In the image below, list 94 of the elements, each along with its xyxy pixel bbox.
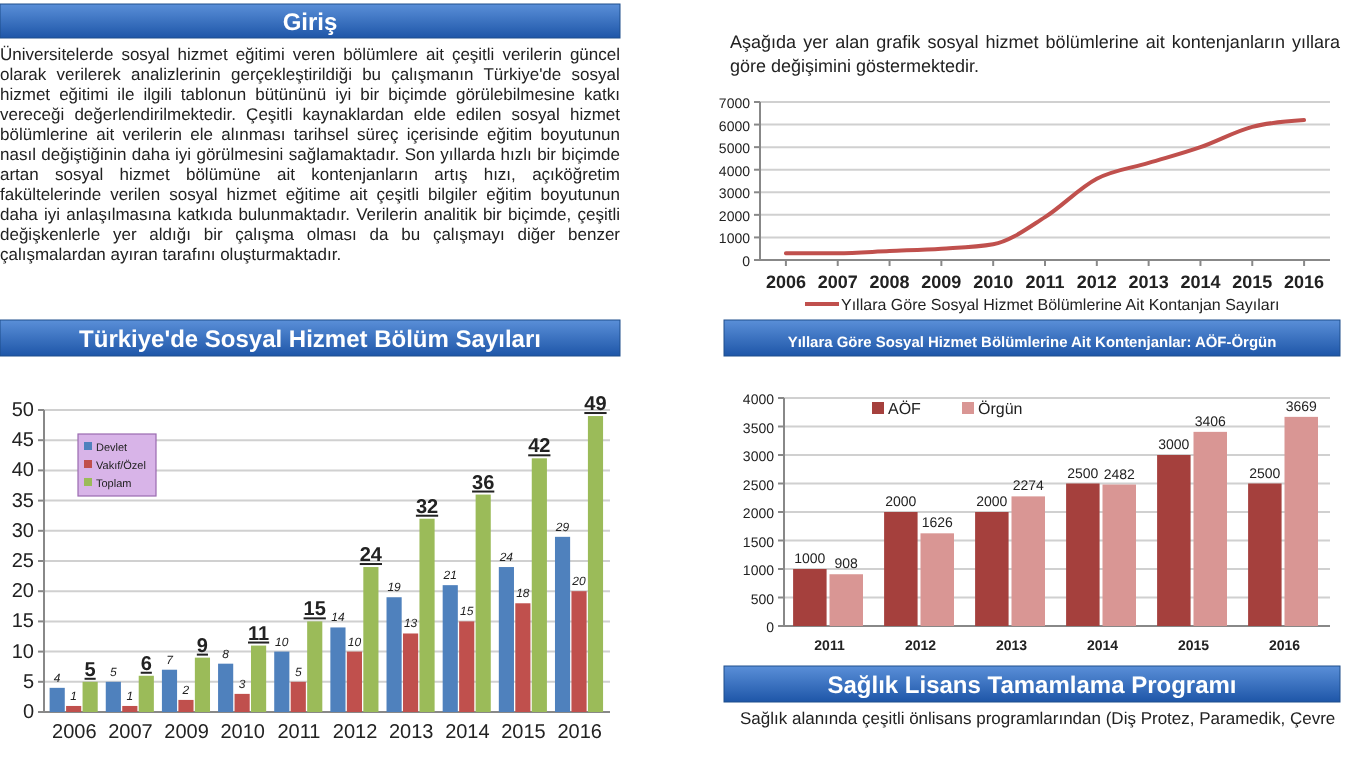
bar <box>1157 455 1191 626</box>
bar <box>587 416 604 712</box>
data-label: 32 <box>415 496 440 519</box>
y-tick-label: 15 <box>11 611 35 634</box>
text: Giriş <box>282 8 338 36</box>
x-tick-label: 2016 <box>1284 272 1325 292</box>
bar <box>419 518 435 712</box>
x-tick-label: 2007 <box>108 722 154 744</box>
bar <box>138 675 154 712</box>
bar <box>975 512 1009 626</box>
bar <box>571 591 587 712</box>
x-tick-label: 2009 <box>921 272 962 292</box>
bar <box>531 458 547 712</box>
bar <box>330 627 346 712</box>
x-tick-label: 2016 <box>557 722 603 744</box>
y-tick-label: 50 <box>11 400 35 422</box>
bar <box>1284 416 1318 626</box>
bar <box>290 681 306 712</box>
y-tick-label: 5 <box>22 671 35 694</box>
bar <box>554 536 571 712</box>
text: Sağlık Lisans Tamamlama Programı <box>827 671 1237 699</box>
y-tick-label: 30 <box>11 520 35 543</box>
bar <box>178 699 194 712</box>
bar <box>829 574 863 626</box>
bar <box>161 669 178 712</box>
bar <box>82 681 98 712</box>
bar <box>251 645 267 712</box>
x-tick-label: 2007 <box>817 272 858 292</box>
bar <box>498 567 514 712</box>
legend-label: Yıllara Göre Sosyal Hizmet Bölümlerine Ait Kontanjan Sayıları <box>841 296 1280 314</box>
y-tick-label: 35 <box>11 490 35 513</box>
bar <box>884 512 918 626</box>
legend-label: AÖF <box>888 400 922 418</box>
x-tick-label: 2012 <box>332 722 379 744</box>
legend-label: Örgün <box>978 400 1023 418</box>
bar <box>402 633 419 712</box>
bar <box>122 705 138 712</box>
data-label: 24 <box>359 545 383 568</box>
bar <box>218 663 234 712</box>
line-series <box>783 118 1307 256</box>
data-label: 36 <box>472 472 496 495</box>
x-tick-label: 2010 <box>220 722 266 744</box>
data-label: 9 <box>196 635 209 658</box>
text: Sağlık alanında çeşitli önlisans programlarından (Diş Protez, Paramedik, Çevre <box>740 708 1336 728</box>
bar <box>274 651 290 712</box>
bar <box>194 657 211 712</box>
bar <box>1248 483 1282 626</box>
y-tick-label: 25 <box>11 551 35 573</box>
x-tick-label: 2014 <box>1180 272 1221 292</box>
x-tick-label: 2006 <box>52 722 98 744</box>
data-label: 6 <box>140 653 153 676</box>
data-label: 49 <box>584 394 608 417</box>
bar <box>346 651 362 712</box>
bar <box>1102 484 1136 626</box>
x-tick-label: 2011 <box>277 722 322 744</box>
bar <box>1011 496 1045 626</box>
bar <box>105 681 121 712</box>
x-tick-label: 2014 <box>445 722 491 744</box>
x-tick-label: 2010 <box>973 272 1014 292</box>
bar <box>1193 431 1227 626</box>
x-tick-label: 2011 <box>1025 272 1065 292</box>
chart-title: Aşağıda yer alan grafik sosyal hizmet bölümlerine ait kontenjanların yıllara göre değişimini göstermektedir. <box>730 32 1340 76</box>
bar <box>920 533 954 626</box>
bar <box>442 585 458 712</box>
x-tick-label: 2006 <box>765 272 806 292</box>
bar <box>234 693 250 712</box>
y-tick-label: 45 <box>11 430 35 453</box>
bar <box>386 597 402 712</box>
bar <box>459 621 475 712</box>
bar <box>515 603 531 712</box>
bar <box>793 569 827 626</box>
data-label: 11 <box>248 623 271 646</box>
y-tick-label: 10 <box>11 641 35 664</box>
bar <box>49 687 65 712</box>
bar <box>307 621 323 712</box>
x-tick-label: 2012 <box>1076 272 1117 292</box>
y-tick-label: 40 <box>11 460 35 483</box>
bar <box>475 494 491 712</box>
y-tick-label: 20 <box>11 581 35 604</box>
data-label: 15 <box>303 599 327 622</box>
x-tick-label: 2009 <box>164 722 210 744</box>
x-tick-label: 2015 <box>1232 272 1273 292</box>
text: Üniversitelerde sosyal hizmet eğitimi veren bölümlere ait çeşitli verilerin güncel olarak verilerek analizlerinin gerçekleştirildiği bu çalışmanın Türkiye'de sosyal hizmet eğitimi ile ilgili tablonun bütününü iyi bir biçimde görülebilmesine katkı vereceği değerlendirilmektedir. Çeşitli kaynaklardan elde edilen sosyal hizmet bölümlerine ait verilerin ele alınması tarihsel süreç içerisinde eğitim boyutunun nasıl değiştiğinin daha iyi görülmesini sağlamaktadır. Son yıllarda hızlı bir biçimde artan sosyal hizmet bölümüne ait kontenjanların artış hızı, açıköğretim fakültelerinde verilen sosyal hizmet eğitime ait çeşitli bilgiler eğitim boyutunun daha iyi anlaşılmasına katkıda bulunmaktadır. Verilerin analitik bir biçimde, çeşitli değişkenlerle yer aldığı bir çalışma olması da bu çalışmayı diğer benzer çalışmalardan ayıran tarafını oluşturmaktadır. <box>0 44 620 264</box>
x-tick-label: 2008 <box>869 272 910 292</box>
x-tick-label: 2013 <box>388 722 435 744</box>
bar <box>1066 483 1100 626</box>
bar <box>363 567 379 712</box>
y-tick-label: 0 <box>22 702 35 724</box>
data-label: 5 <box>84 659 97 682</box>
x-tick-label: 2015 <box>501 722 547 744</box>
bar <box>66 705 82 712</box>
data-label: 42 <box>528 436 552 459</box>
chart-title: Türkiye'de Sosyal Hizmet Bölüm Sayıları <box>79 325 541 353</box>
x-tick-label: 2013 <box>1128 272 1169 292</box>
